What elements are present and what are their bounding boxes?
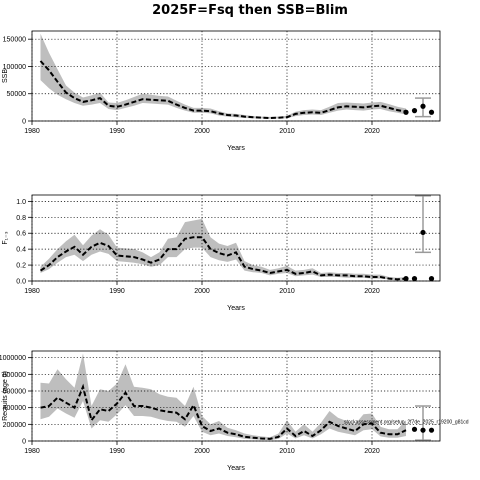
x-axis-label: Years [227,305,245,312]
projection-point [411,108,418,114]
estimate-line [40,383,407,440]
x-tick-label: 1980 [24,288,40,295]
estimate-line [39,236,407,281]
x-tick-label: 1990 [109,128,125,135]
plot-frame [31,30,441,122]
projection-point [411,426,418,432]
x-axis-label: Years [227,145,245,152]
plot-frame [31,194,441,282]
x-tick-label: 2000 [194,448,210,455]
chart-panels: 1980 1990 2000 2010 2020 0 50000 100000 150000 Ye… [0,30,469,472]
y-tick-label: 0.2 [16,263,26,270]
x-tick-label: 2010 [279,448,295,455]
y-tick-label: 0 [22,439,26,446]
y-tick-label: 1000000 [0,355,26,362]
y-axis-label: SSB [2,69,9,83]
x-tick-label: 1990 [109,288,125,295]
plot-frame [31,350,441,442]
y-tick-label: 0.0 [16,279,26,286]
x-axis-label: Years [227,465,245,472]
x-tick-label: 2000 [194,128,210,135]
confidence-band [40,218,406,281]
chart-title: 2025F=Fsq then SSB=Blim [152,3,348,18]
y-tick-label: 1.0 [16,199,26,206]
projection-point [403,109,409,115]
y-tick-label: 0.4 [16,247,26,254]
y-axis-label: F₁₋₃ [2,231,9,244]
x-tick-label: 2010 [279,288,295,295]
x-tick-label: 1980 [24,128,40,135]
x-tick-label: 2020 [364,288,380,295]
y-tick-label: 150000 [3,37,26,44]
projection-point [420,103,426,109]
projection-point [420,427,426,433]
projection-point [428,427,435,433]
x-tick-label: 2020 [364,128,380,135]
x-tick-label: 2010 [279,128,295,135]
confidence-band [40,353,406,440]
projection-point [420,229,426,236]
projection-point [428,109,435,115]
projection-point [411,276,418,282]
y-axis-label: Recruits (age 0) [2,371,9,421]
chart-panel-1: 1980 1990 2000 2010 2020 0 50000 100000 150000 Ye… [2,30,441,152]
y-tick-label: 400000 [3,405,26,412]
y-tick-label: 0.6 [16,231,26,238]
y-tick-label: 200000 [3,422,26,429]
y-tick-label: 100000 [3,64,26,71]
projection-point [428,276,435,282]
y-tick-label: 0 [22,119,26,126]
chart-panel-3: 1980 1990 2000 2010 2020 0 200000 400000 600000 8… [0,350,469,472]
y-tick-label: 0.8 [16,215,26,222]
projection-point [403,276,409,282]
estimate-line [39,60,407,120]
x-tick-label: 1980 [24,448,40,455]
confidence-band [40,33,406,119]
x-tick-label: 2000 [194,288,210,295]
y-tick-label: 50000 [7,91,27,98]
y-tick-label: 800000 [3,372,26,379]
chart-annotation: stockassessment.org/setup_2f7de_2025_r19… [344,419,469,425]
x-tick-label: 1990 [109,448,125,455]
y-tick-label: 600000 [3,389,26,396]
chart-panel-2: 1980 1990 2000 2010 2020 0.0 0.2 0.4 0.6 0.8 1.0 Ye… [2,194,441,312]
x-tick-label: 2020 [364,448,380,455]
